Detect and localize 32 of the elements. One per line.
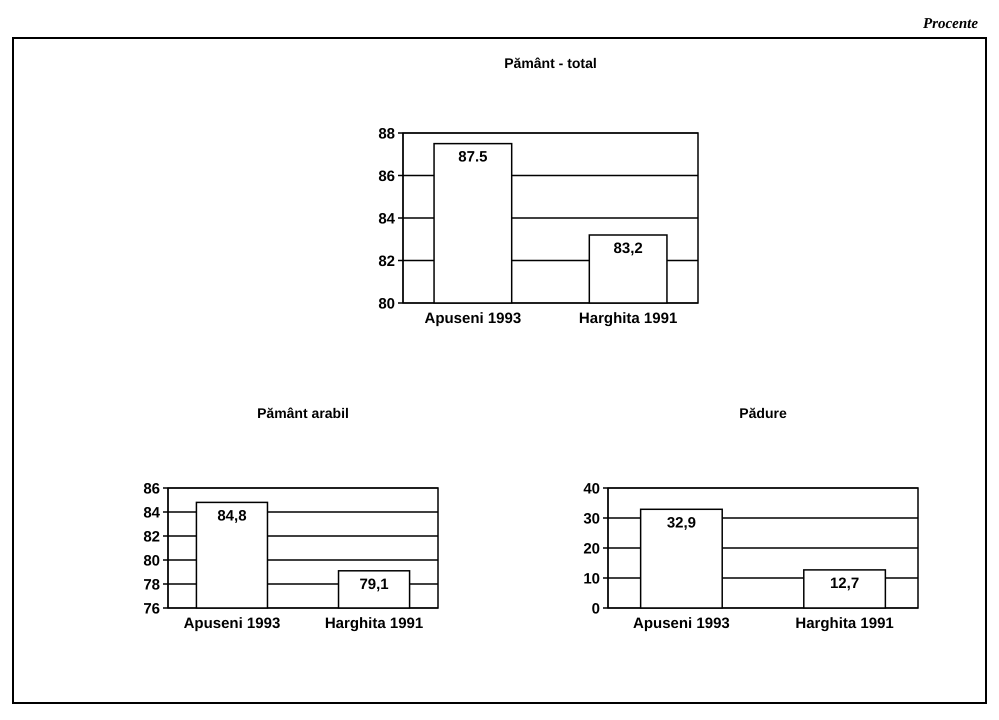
chart-title: Pădure: [739, 405, 787, 421]
x-tick-label: Apuseni 1993: [633, 615, 730, 632]
y-tick-label: 30: [583, 510, 600, 528]
data-label: 32,9: [666, 514, 696, 532]
y-tick-label: 10: [583, 570, 600, 588]
x-tick-label: Harghita 1991: [324, 615, 424, 632]
x-tick-label: Apuseni 1993: [184, 615, 280, 632]
y-tick-label: 84: [378, 210, 396, 228]
y-tick-label: 0: [592, 600, 600, 618]
data-label: 83,2: [614, 240, 643, 257]
y-tick-label: 76: [143, 600, 160, 618]
y-tick-label: 86: [378, 168, 395, 185]
y-tick-label: 82: [143, 528, 160, 546]
y-tick-label: 78: [143, 576, 160, 594]
x-tick-label: Harghita 1991: [578, 310, 678, 327]
x-tick-label: Apuseni 1993: [424, 310, 522, 327]
y-tick-label: 86: [143, 480, 160, 498]
data-label: 84,8: [217, 507, 247, 524]
chart-title: Pământ arabil: [257, 405, 349, 421]
data-label: 12,7: [830, 574, 860, 592]
y-tick-label: 84: [143, 504, 161, 522]
y-tick-label: 80: [378, 295, 395, 312]
y-tick-label: 82: [378, 252, 395, 270]
chart-title: Pământ - total: [504, 55, 597, 71]
data-label: 87.5: [458, 148, 488, 166]
y-tick-label: 20: [583, 540, 600, 558]
y-tick-label: 88: [378, 125, 395, 142]
data-label: 79,1: [359, 576, 389, 593]
text: Procente: [923, 16, 978, 32]
y-tick-label: 40: [583, 480, 600, 498]
y-tick-label: 80: [143, 552, 160, 570]
x-tick-label: Harghita 1991: [795, 615, 894, 632]
